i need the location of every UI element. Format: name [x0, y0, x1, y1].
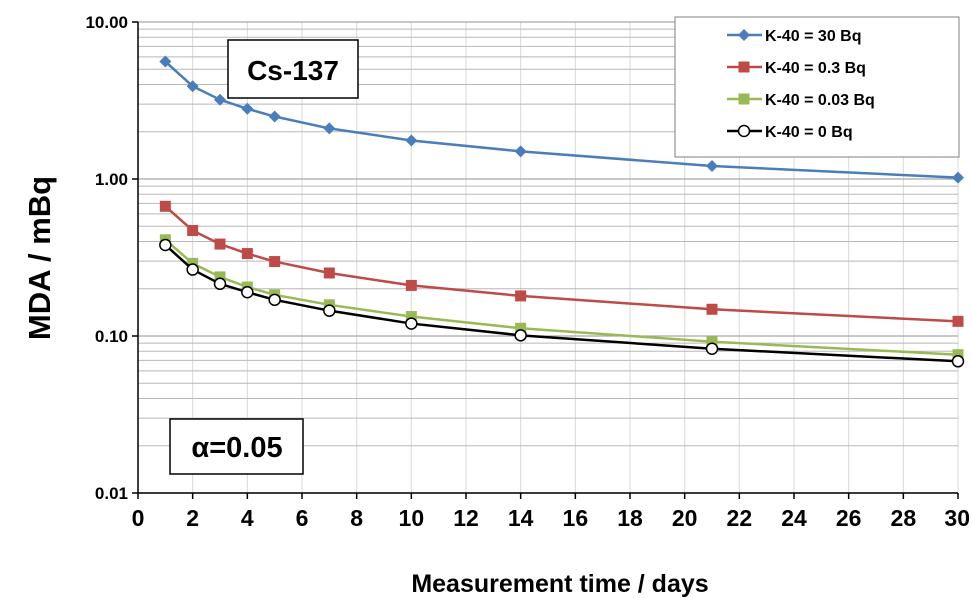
x-tick-label: 12	[453, 505, 479, 531]
legend-swatch-marker	[738, 93, 750, 105]
data-point	[159, 200, 171, 212]
data-point	[323, 304, 336, 317]
x-tick-labels: 0 2 4 6 8 10 12 14 16 18 20 22 24 26 28 30	[132, 505, 970, 531]
legend-swatch-marker	[737, 124, 751, 138]
legend-item: K-40 = 0.3 Bq	[727, 60, 866, 77]
data-point	[515, 322, 527, 334]
legend-item: K-40 = 0.03 Bq	[727, 92, 875, 109]
data-point	[514, 145, 527, 158]
data-point	[241, 285, 254, 299]
legend-swatch-marker	[738, 29, 750, 41]
y-tick-label: 10.00	[85, 13, 128, 32]
data-point	[706, 303, 718, 315]
x-tick-label: 8	[350, 505, 363, 531]
data-point	[951, 355, 965, 368]
legend-item: K-40 = 0 Bq	[727, 124, 853, 141]
legend-label: K-40 = 30 Bq	[765, 28, 861, 45]
annotation-alpha-text: α=0.05	[191, 432, 282, 464]
x-tick-label: 6	[296, 505, 309, 531]
y-tick-label: 0.01	[95, 484, 128, 503]
series-2	[159, 234, 964, 361]
x-tick-label: 14	[508, 505, 534, 531]
x-tick-label: 4	[241, 505, 254, 531]
y-tick-label: 1.00	[95, 170, 128, 189]
series-1	[159, 200, 964, 327]
series-line	[164, 238, 959, 356]
x-tick-label: 28	[891, 505, 917, 531]
data-point	[705, 342, 719, 355]
data-point	[241, 248, 253, 260]
data-point	[187, 224, 199, 236]
data-point	[514, 329, 527, 342]
data-point	[159, 55, 172, 68]
series-3	[159, 238, 965, 368]
x-axis-label: Measurement time / days	[411, 570, 708, 598]
data-point	[186, 263, 199, 276]
data-point	[706, 336, 718, 348]
y-axis-label: MDA / mBq	[22, 176, 57, 340]
y-tick-labels: 0.01 0.10 1.00 10.00	[85, 13, 128, 503]
data-point	[268, 293, 281, 307]
x-tick-label: 10	[399, 505, 425, 531]
x-tick-label: 30	[944, 505, 970, 531]
legend-item: K-40 = 30 Bq	[727, 28, 861, 45]
data-point	[405, 134, 418, 147]
series-group	[159, 55, 965, 368]
legend-label: K-40 = 0 Bq	[765, 124, 853, 141]
series-line	[164, 244, 959, 363]
legend: K-40 = 30 Bq K-40 = 0.3 Bq K-40 = 0.03 Bq K…	[674, 16, 960, 158]
data-point	[323, 267, 335, 279]
data-point	[213, 277, 227, 291]
axes	[132, 21, 959, 499]
data-point	[241, 102, 254, 115]
x-tick-label: 26	[836, 505, 862, 531]
data-point	[515, 290, 527, 302]
data-point	[159, 238, 172, 252]
data-point	[186, 80, 199, 93]
annotation-cs137: Cs-137	[227, 39, 359, 99]
x-tick-label: 16	[563, 505, 589, 531]
series-line	[164, 205, 959, 323]
x-tick-label: 22	[727, 505, 753, 531]
y-tick-label: 0.10	[95, 327, 128, 346]
data-point	[405, 317, 418, 330]
x-tick-label: 0	[132, 505, 145, 531]
x-tick-label: 20	[672, 505, 698, 531]
legend-swatch-marker	[738, 61, 750, 73]
legend-label: K-40 = 0.3 Bq	[765, 60, 866, 77]
data-point	[214, 238, 226, 250]
data-point	[268, 110, 281, 123]
x-tick-label: 24	[781, 505, 807, 531]
legend-label: K-40 = 0.03 Bq	[765, 92, 875, 109]
data-point	[323, 122, 336, 135]
data-point	[952, 349, 964, 361]
data-point	[269, 256, 281, 268]
x-tick-label: 2	[186, 505, 199, 531]
data-point	[214, 93, 226, 106]
annotation-cs137-text: Cs-137	[247, 55, 339, 86]
data-point	[706, 160, 718, 173]
data-point	[405, 279, 417, 291]
data-point	[214, 271, 226, 283]
data-point	[405, 311, 417, 323]
data-point	[952, 315, 964, 327]
series-line	[164, 60, 959, 179]
data-point	[952, 171, 964, 184]
x-tick-label: 18	[617, 505, 643, 531]
series-0	[159, 55, 964, 184]
annotation-alpha: α=0.05	[169, 418, 304, 475]
